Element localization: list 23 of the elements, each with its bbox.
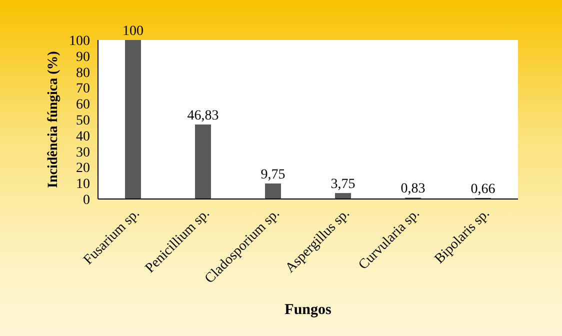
y-tick-label: 80 <box>76 66 90 81</box>
y-axis-title: Incidência fúngica (%) <box>46 50 61 188</box>
bar <box>195 124 211 199</box>
y-tick-label: 40 <box>76 129 90 144</box>
y-tick-label: 20 <box>76 161 90 176</box>
data-label: 100 <box>122 24 144 39</box>
y-tick-label: 60 <box>76 98 90 113</box>
data-label: 46,83 <box>187 108 219 124</box>
y-tick-label: 100 <box>69 34 90 49</box>
bar <box>265 184 281 199</box>
x-axis-title: Fungos <box>284 302 332 318</box>
bar <box>125 40 141 199</box>
y-tick-label: 90 <box>76 50 90 65</box>
data-label: 9,75 <box>260 167 286 182</box>
data-label: 3,75 <box>330 177 356 192</box>
y-tick-label: 10 <box>76 177 90 192</box>
y-tick-label: 30 <box>76 145 90 160</box>
data-label: 0,66 <box>470 182 496 197</box>
y-tick-label: 50 <box>76 113 90 128</box>
bar <box>335 193 351 199</box>
data-label: 0,83 <box>400 182 426 197</box>
y-tick-label: 70 <box>76 82 90 97</box>
y-tick-label: 0 <box>83 192 90 208</box>
